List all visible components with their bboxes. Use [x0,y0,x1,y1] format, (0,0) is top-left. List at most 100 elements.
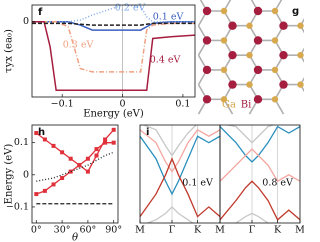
bi-atom [202,65,212,75]
marker [85,156,90,161]
series-label: 0.3 eV [63,40,94,51]
axes-frame [31,124,119,224]
x-tick-label: 0° [31,225,42,236]
bi-atom [253,36,263,45]
series-line [140,135,220,196]
marker [103,137,108,142]
marker [77,163,82,168]
x-tick-label: 0.1 [175,99,190,110]
legend-label: Ga [222,100,236,111]
annotation: 0.1 eV [182,178,213,189]
y-tick-label: 0 [23,16,29,27]
axes-frame [219,124,301,224]
marker [42,137,47,142]
bi-atom [279,50,288,60]
bi-atom [202,36,212,45]
x-tick-label: M [215,225,225,236]
axes-frame [31,4,196,98]
x-tick-label: Γ [169,225,176,236]
series-line [32,20,195,73]
bi-atom [253,65,263,75]
ga-atom [246,81,253,88]
ga-atom [297,22,304,29]
series-line [32,5,195,23]
x-tick-label: M [295,225,304,236]
panel-label: i [146,127,149,138]
x-tick-label: K [274,225,282,236]
x-axis-label: θ [72,233,78,242]
series-line [146,206,194,223]
marker [42,188,47,193]
ga-atom [220,37,228,44]
series-line [35,129,115,173]
x-tick-label: K [194,225,202,236]
figure: −0.1 0 0.1 0 0.1 eV 0.2 eV 0.3 eV 0.4 eV f Energy… [4,0,304,242]
panel-label: g [292,6,299,17]
x-tick-label: Γ [249,225,256,236]
x-tick-label: 60° [79,225,96,236]
series-line [142,125,197,157]
x-tick-label: 30° [54,225,71,236]
x-tick-label: M [135,225,145,236]
marker [68,156,73,161]
series-line [32,20,195,92]
marker [34,131,39,136]
y-axis-label: Energy (eV) [4,144,15,205]
marker [51,182,56,187]
y-tick-label: 0 [23,169,29,180]
series-line [220,180,300,221]
series-line [140,128,220,173]
plot-area [220,125,300,223]
series-line [32,22,195,26]
y-axis-label: τyx (ea₀) [4,29,15,73]
ga-atom [297,81,304,88]
marker [103,140,108,145]
marker [51,143,56,148]
x-tick-label: 90° [105,225,122,236]
marker [94,147,99,152]
plot-area [34,127,116,205]
series-line [36,151,114,182]
x-axis-label: Energy (eV) [83,109,144,120]
marker [34,192,39,197]
bi-atom [228,80,237,89]
bi-atom [202,6,212,16]
y-tick-label: 0.1 [14,137,29,148]
marker [111,127,116,132]
marker [68,169,73,174]
plot-area [140,125,220,223]
series-label: 0.4 eV [150,55,181,66]
legend-label: Bi [241,100,252,111]
bi-atom [228,21,237,30]
ga-atom [220,96,228,103]
x-tick-label: 0 [120,99,126,110]
marker [85,169,90,174]
panel-label: h [38,127,45,138]
ga-atom [271,96,279,103]
plot-area [32,5,195,97]
bi-atom [253,95,263,104]
marker [111,140,116,145]
marker [94,153,99,158]
marker [60,150,65,155]
bi-atom [279,80,288,89]
bi-atom [228,50,237,60]
annotation: 0.8 eV [262,178,293,189]
x-tick-label: −0.1 [51,99,74,110]
lattice [197,0,304,115]
bi-atom [202,95,212,104]
series-line [140,156,220,218]
series-line [224,125,275,144]
series-line [220,148,300,183]
series-label: 0.2 eV [115,3,146,14]
marker [60,176,65,181]
bi-atom [253,6,263,16]
ga-atom [246,22,253,29]
ga-atom [246,51,253,59]
ga-atom [271,37,279,44]
series-line [232,212,271,223]
panel-label: f [38,7,43,18]
ga-atom [271,7,279,15]
ga-atom [220,66,228,74]
ga-atom [297,51,304,59]
